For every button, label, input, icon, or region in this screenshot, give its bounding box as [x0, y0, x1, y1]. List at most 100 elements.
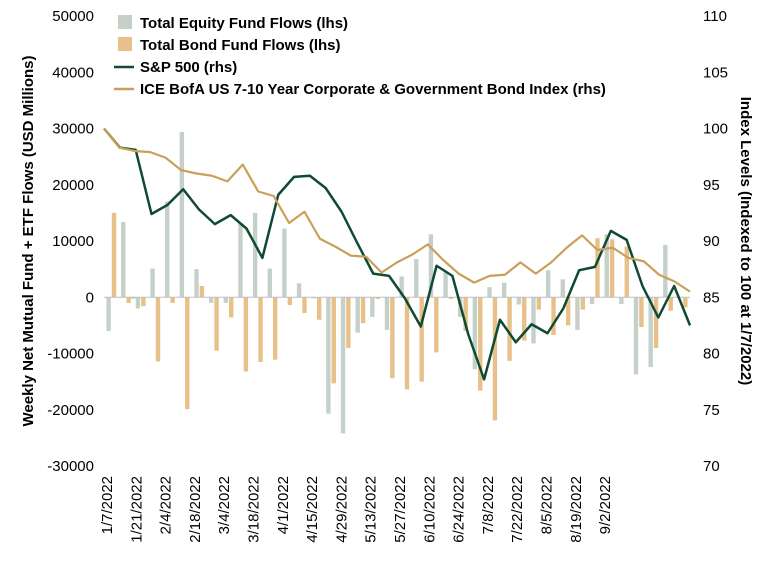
sp500-line: [103, 127, 692, 381]
x-tick-label: 4/1/2022: [275, 476, 292, 534]
right-tick-label: 100: [703, 121, 728, 138]
right-tick-label: 90: [703, 233, 720, 250]
bond-flow-bar: [331, 297, 336, 384]
equity-flow-bar: [135, 297, 141, 309]
equity-flow-bar: [472, 297, 478, 370]
bond-flow-bar: [229, 297, 234, 318]
equity-flow-bar: [282, 228, 287, 298]
right-tick-label: 85: [703, 289, 720, 306]
x-tick-label: 5/13/2022: [363, 476, 380, 543]
x-tick-label: 2/18/2022: [187, 476, 204, 543]
bond-index-line: [103, 127, 691, 293]
equity-flow-bar: [545, 270, 551, 298]
bond-flow-bar: [126, 297, 131, 303]
left-tick-label: 50000: [52, 8, 94, 25]
bond-flow-bar: [185, 297, 190, 410]
x-tick-label: 6/10/2022: [421, 476, 438, 543]
right-tick-label: 80: [703, 346, 720, 363]
equity-flow-bar: [340, 297, 346, 434]
bond-flow-bar: [522, 297, 527, 341]
equity-flow-bar: [179, 131, 185, 298]
bond-flow-bar: [346, 297, 351, 348]
equity-flow-bar: [384, 297, 390, 330]
equity-flow-bar: [516, 297, 522, 305]
bond-flow-bar: [580, 297, 586, 310]
equity-flow-bar: [443, 272, 448, 298]
equity-flow-bar: [414, 259, 419, 298]
bond-flow-bar: [272, 297, 278, 360]
bond-flow-bar: [170, 297, 175, 303]
x-tick-label: 7/8/2022: [480, 476, 497, 534]
bond-flow-bar: [595, 238, 600, 298]
equity-flow-bar: [531, 297, 536, 344]
x-tick-label: 8/19/2022: [568, 476, 585, 543]
bond-flow-bar: [302, 297, 307, 313]
x-tick-label: 4/15/2022: [304, 476, 321, 543]
bond-flow-bar: [199, 286, 205, 298]
equity-flow-bar: [487, 287, 492, 298]
equity-flow-bar: [648, 297, 653, 367]
equity-flow-bar: [589, 297, 595, 304]
equity-flow-bar: [208, 297, 214, 303]
legend-swatch-equity: [118, 15, 132, 29]
equity-flow-bar: [619, 297, 624, 304]
right-tick-label: 70: [703, 458, 720, 475]
bond-flow-bar: [287, 297, 293, 306]
bond-flow-bar: [507, 297, 512, 361]
legend-label-bond-index: ICE BofA US 7-10 Year Corporate & Govern…: [140, 81, 606, 98]
legend: Total Equity Fund Flows (lhs) Total Bond…: [114, 15, 606, 98]
bond-flow-bar: [360, 297, 366, 324]
bond-flow-bar: [155, 297, 161, 362]
x-tick-label: 5/27/2022: [392, 476, 409, 543]
x-tick-label: 4/29/2022: [333, 476, 350, 543]
legend-swatch-bond: [118, 37, 132, 51]
equity-flow-bar: [238, 223, 243, 298]
legend-label-bond: Total Bond Fund Flows (lhs): [140, 37, 341, 54]
lines-layer: [103, 127, 692, 381]
right-tick-label: 95: [703, 177, 720, 194]
x-axis-ticks: 1/7/2022 1/21/2022 2/4/2022 2/18/2022 3/4/20…: [99, 476, 614, 543]
right-tick-label: 105: [703, 64, 728, 81]
left-tick-label: 40000: [52, 64, 94, 81]
equity-flow-bar: [165, 201, 170, 298]
bond-flow-bar: [258, 297, 263, 362]
equity-flow-bar: [296, 283, 302, 298]
equity-flow-bar: [150, 268, 155, 298]
bond-flow-bar: [551, 297, 556, 335]
equity-flow-bar: [311, 297, 316, 299]
left-tick-label: 30000: [52, 121, 94, 138]
equity-flow-bar: [326, 297, 331, 414]
bond-flow-bar: [375, 297, 380, 299]
bond-flow-bar: [536, 297, 542, 310]
left-tick-label: 20000: [52, 177, 94, 194]
bond-flow-bar: [565, 297, 571, 326]
left-tick-label: -10000: [47, 346, 94, 363]
bond-flow-bar: [624, 246, 629, 298]
bond-flow-bar: [609, 239, 615, 298]
x-tick-label: 2/4/2022: [158, 476, 175, 534]
left-tick-label: 10000: [52, 233, 94, 250]
x-tick-label: 3/4/2022: [216, 476, 233, 534]
x-tick-label: 3/18/2022: [246, 476, 263, 543]
x-tick-label: 8/5/2022: [539, 476, 556, 534]
x-tick-label: 1/7/2022: [99, 476, 116, 534]
equity-flow-bar: [267, 268, 272, 298]
equity-flow-bar: [194, 269, 199, 298]
x-tick-label: 9/2/2022: [597, 476, 614, 534]
bond-flow-bar: [639, 297, 644, 328]
bond-flow-bar: [214, 297, 219, 351]
left-tick-label: -30000: [47, 458, 94, 475]
bond-flow-bar: [434, 297, 439, 353]
left-tick-label: 0: [86, 289, 94, 306]
bond-flow-bar: [653, 297, 659, 348]
right-tick-label: 75: [703, 402, 720, 419]
equity-flow-bar: [370, 297, 375, 317]
bars-layer: [106, 131, 688, 434]
bond-flow-bar: [448, 297, 454, 299]
equity-flow-bar: [223, 297, 229, 303]
equity-flow-bar: [252, 212, 258, 298]
left-axis-title: Weekly Net Mutual Fund + ETF Flows (USD …: [20, 56, 37, 427]
x-tick-label: 7/22/2022: [509, 476, 526, 543]
equity-flow-bar: [428, 234, 434, 298]
